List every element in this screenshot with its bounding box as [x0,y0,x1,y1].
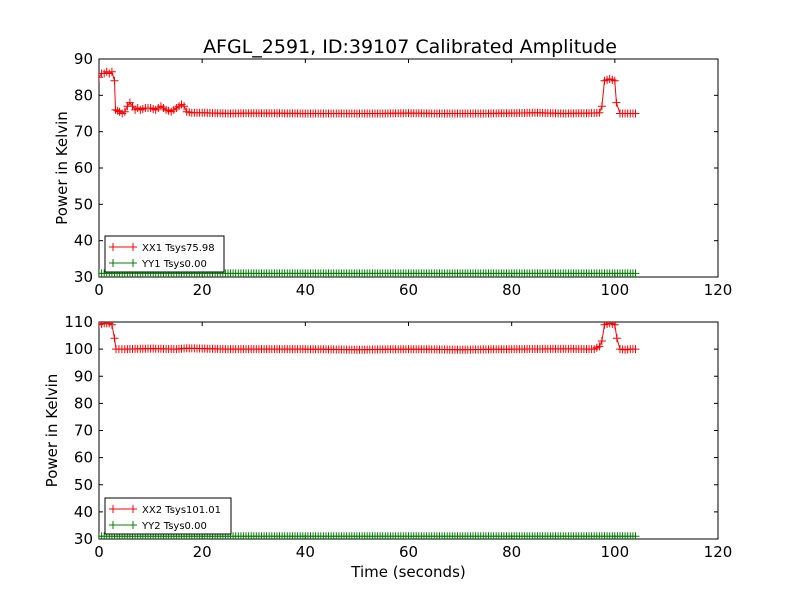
y-tick-label: 40 [74,503,93,521]
y-tick-label: 30 [74,530,93,548]
legend-marker [109,521,117,529]
series-markers [99,322,640,354]
y-tick-label: 100 [64,340,93,358]
y-tick-label: 80 [74,394,93,412]
x-tick-label: 20 [193,543,212,561]
x-tick-label: 100 [601,281,630,299]
legend-marker [109,505,117,513]
x-tick-label: 80 [502,281,521,299]
legend-marker [129,243,137,251]
legend-marker [129,521,137,529]
legend-marker [109,259,117,267]
chart-title: AFGL_2591, ID:39107 Calibrated Amplitude [203,36,617,58]
series-markers [99,269,640,277]
legend-label: YY1 Tsys0.00 [141,259,207,270]
legend-label: XX1 Tsys75.98 [142,243,215,254]
x-tick-label: 0 [94,543,104,561]
y-axis-label: Power in Kelvin [43,374,61,488]
series-markers [99,532,640,539]
legend-marker [129,259,137,267]
y-tick-label: 90 [74,50,93,68]
y-tick-label: 50 [74,195,93,213]
y-tick-label: 60 [74,159,93,177]
legend-marker [109,243,117,251]
legend-box [104,497,232,535]
x-tick-label: 20 [193,281,212,299]
y-tick-label: 110 [64,313,93,331]
y-tick-label: 30 [74,268,93,286]
legend-marker [129,505,137,513]
x-axis-label: Time (seconds) [350,563,466,581]
x-tick-label: 60 [399,281,418,299]
series-group [99,322,640,539]
series-group [99,67,640,277]
y-tick-label: 80 [74,86,93,104]
x-tick-label: 40 [296,543,315,561]
legend-label: XX2 Tsys101.01 [142,505,221,516]
legend-box [104,235,225,273]
bottom-panel: 0 20 40 60 80 100 120 30 40 50 60 70 80 90 100 110 Power… [43,313,732,581]
legend: XX2 Tsys101.01 YY2 Tsys0.00 [104,497,232,535]
y-axis-label: Power in Kelvin [53,111,71,225]
x-tick-label: 40 [296,281,315,299]
x-tick-label: 60 [399,543,418,561]
x-tick-label: 100 [601,543,630,561]
x-tick-label: 120 [704,281,733,299]
legend-label: YY2 Tsys0.00 [141,521,207,532]
top-panel: 0 20 40 60 80 100 120 30 40 50 60 70 80 90 Power in Ke… [53,50,732,299]
x-tick-label: 80 [502,543,521,561]
x-tick-label: 120 [704,543,733,561]
y-tick-label: 70 [74,123,93,141]
series-markers [99,67,640,118]
y-tick-label: 90 [74,367,93,385]
legend: XX1 Tsys75.98 YY1 Tsys0.00 [104,235,225,273]
y-tick-label: 70 [74,422,93,440]
y-tick-label: 60 [74,449,93,467]
x-tick-label: 0 [94,281,104,299]
y-tick-label: 50 [74,476,93,494]
y-tick-label: 40 [74,232,93,250]
